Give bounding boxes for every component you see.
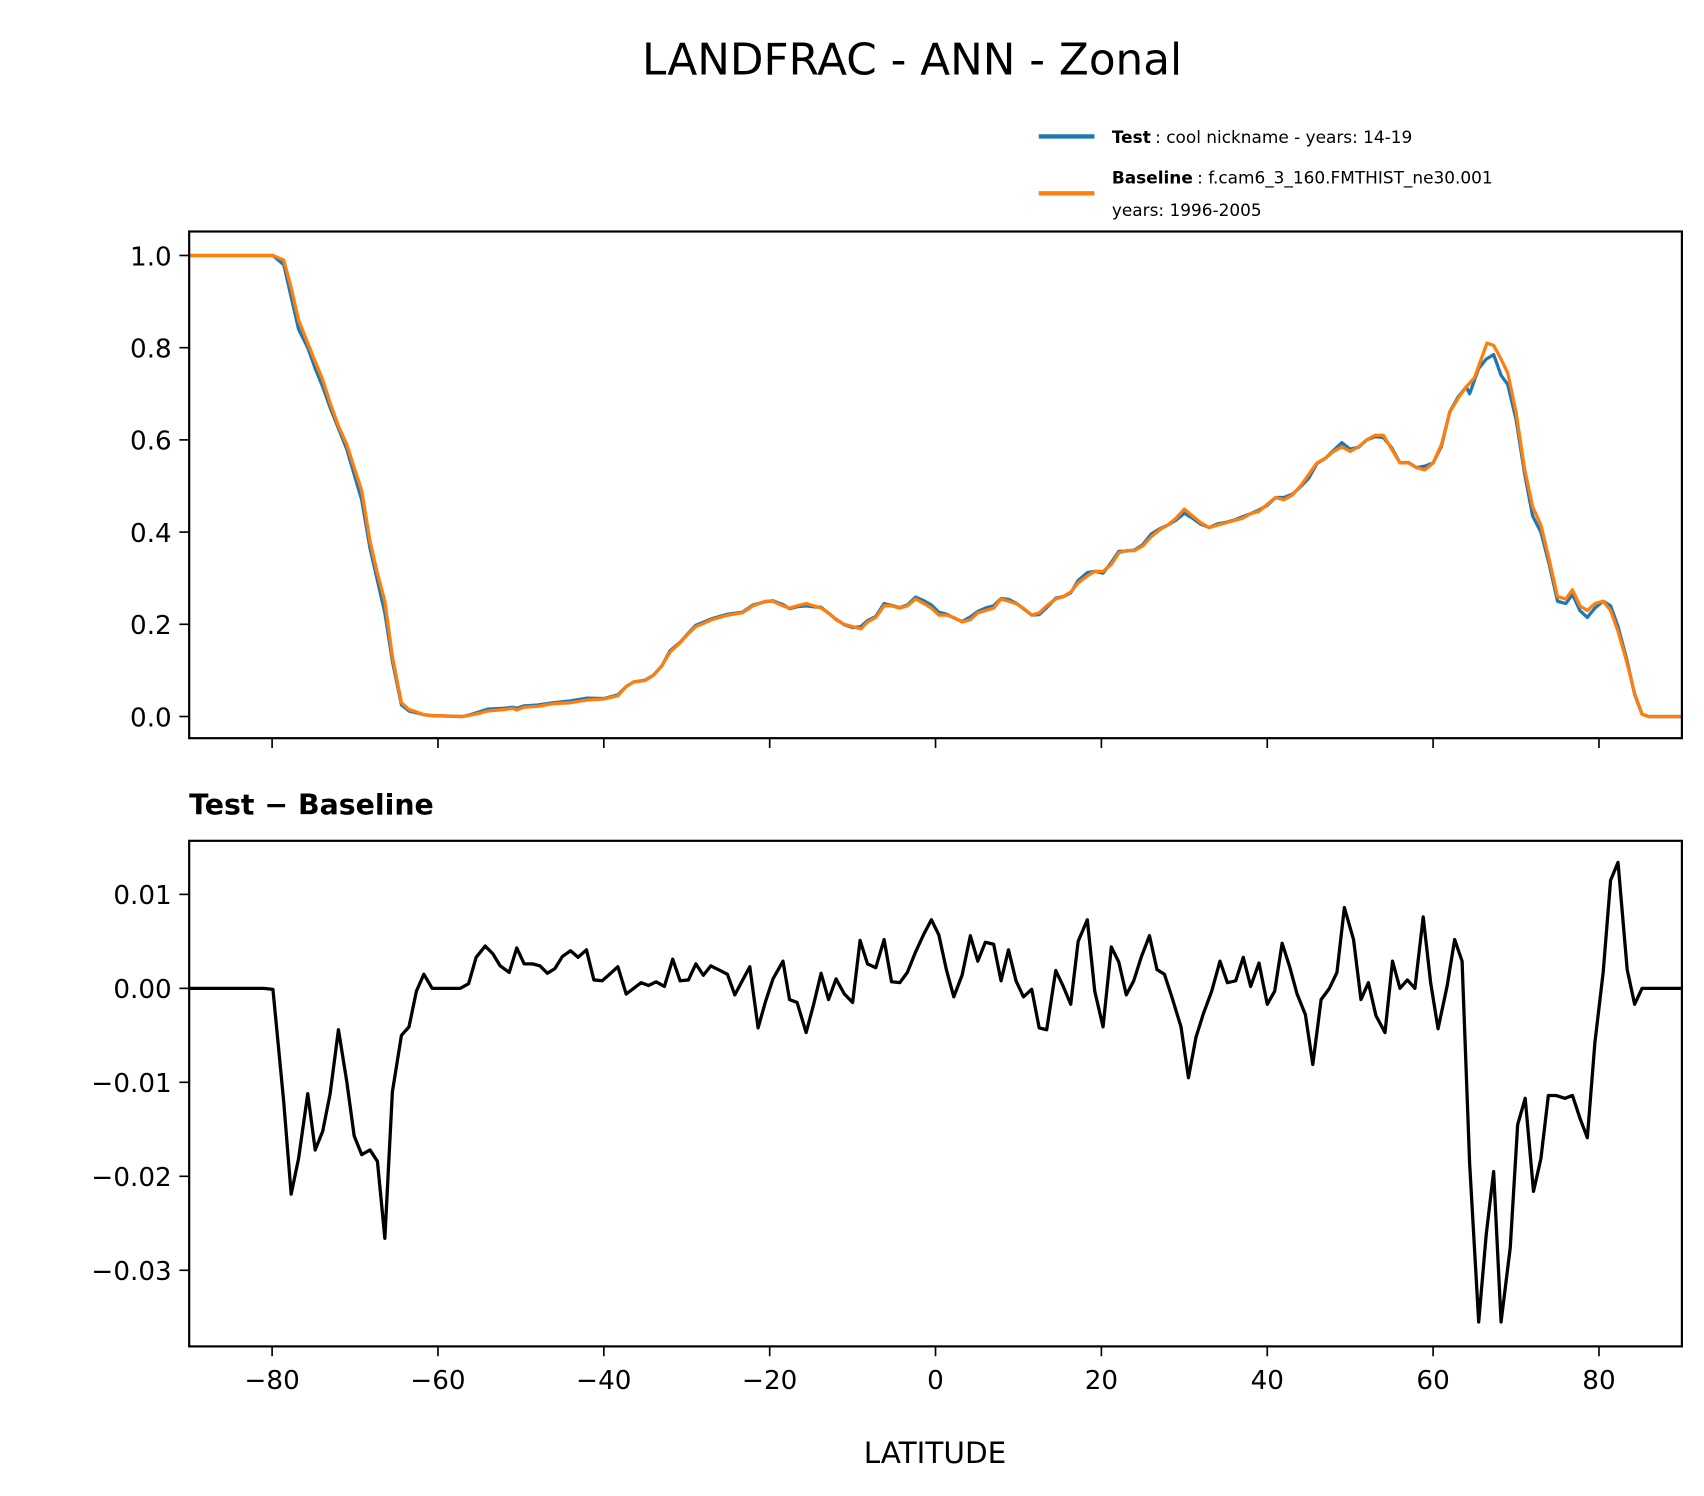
legend-baseline-name: Baseline <box>1112 167 1193 187</box>
legend-baseline-years: years: 1996-2005 <box>1112 200 1262 220</box>
y-tick-label: 0.2 <box>130 611 172 641</box>
y-tick-label: 0.8 <box>130 335 172 365</box>
series-line-baseline <box>189 253 1682 719</box>
x-tick-label: −40 <box>576 1366 631 1396</box>
y-tick-label: 0.00 <box>113 975 171 1005</box>
top-axes: 0.0 0.2 0.4 0.6 0.8 1.0 <box>130 230 1683 748</box>
diff-axes-title: Test − Baseline <box>189 789 434 822</box>
legend-test-label: Test: cool nickname - years: 14-19 <box>1112 127 1412 147</box>
legend-baseline-label: Baseline: f.cam6_3_160.FMTHIST_ne30.001 <box>1112 167 1493 188</box>
legend-test-desc: : cool nickname - years: 14-19 <box>1155 127 1412 147</box>
y-tick-label: −0.03 <box>91 1257 171 1287</box>
y-tick-label: 0.0 <box>130 703 172 733</box>
legend: Test: cool nickname - years: 14-19 Basel… <box>1038 127 1493 220</box>
x-axis-label: LATITUDE <box>864 1436 1007 1470</box>
y-tick-label: 0.4 <box>130 519 172 549</box>
x-tick-label: 40 <box>1251 1366 1284 1396</box>
y-tick-label: −0.01 <box>91 1069 171 1099</box>
figure-title: LANDFRAC - ANN - Zonal <box>642 34 1182 85</box>
y-tick-label: 0.6 <box>130 427 172 457</box>
legend-test-name: Test <box>1112 127 1151 147</box>
series-line-test-baseline <box>189 860 1682 1324</box>
x-tick-label: 60 <box>1416 1366 1449 1396</box>
legend-baseline-desc: : f.cam6_3_160.FMTHIST_ne30.001 <box>1197 167 1492 188</box>
x-tick-label: −80 <box>244 1366 299 1396</box>
y-tick-label: 0.01 <box>113 881 171 911</box>
x-tick-label: 20 <box>1085 1366 1118 1396</box>
y-tick-label: −0.02 <box>91 1163 171 1193</box>
x-tick-label: 80 <box>1582 1366 1615 1396</box>
y-tick-label: 1.0 <box>130 242 172 272</box>
x-tick-label: −60 <box>410 1366 465 1396</box>
diff-axes: −80 −60 −40 −20 0 20 40 60 80 −0.03 −0.02 −0.01 0.00… <box>91 839 1683 1396</box>
x-tick-label: 0 <box>927 1366 944 1396</box>
x-tick-label: −20 <box>742 1366 797 1396</box>
